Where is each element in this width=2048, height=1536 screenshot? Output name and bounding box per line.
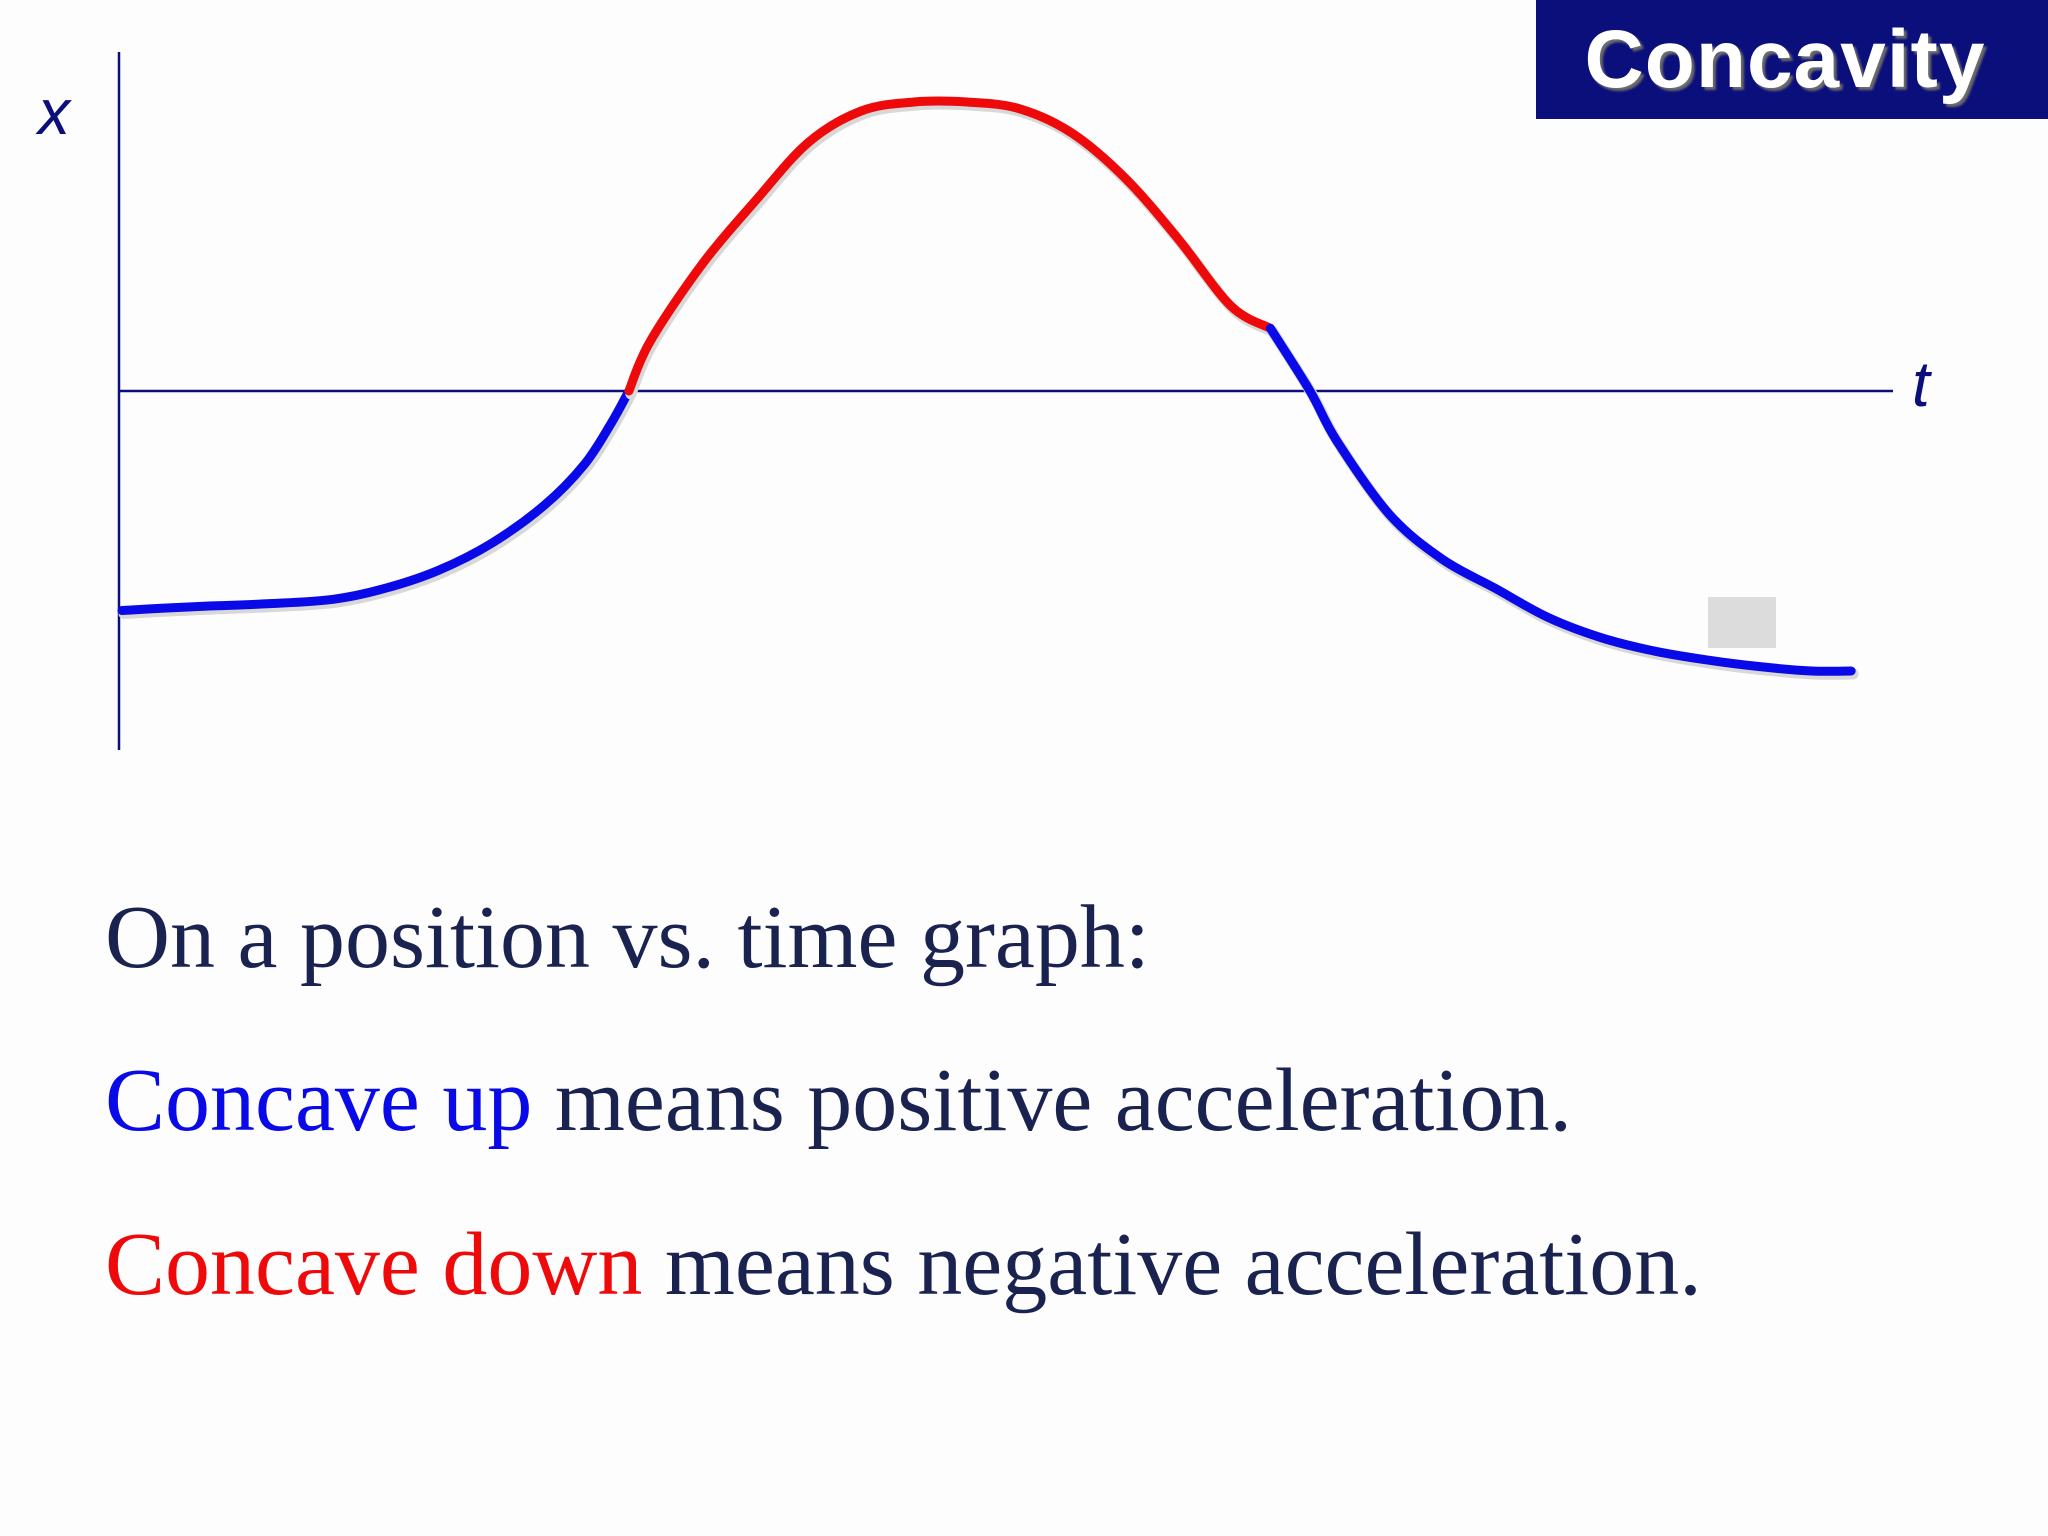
curve-layer	[117, 96, 1859, 680]
curve-segment-concave-up-3	[1265, 323, 1856, 676]
caption-concave-up: Concave up means positive acceleration.	[105, 1056, 1572, 1146]
curve-shadow-1	[118, 388, 637, 619]
y-axis-label: x	[38, 76, 70, 148]
curve-segment-concave-down-2	[624, 96, 1275, 396]
caption-intro: On a position vs. time graph:	[105, 888, 1150, 987]
caption-concave-down: Concave down means negative acceleration…	[105, 1220, 1702, 1310]
curve-end-marker	[1708, 597, 1776, 648]
position-time-graph	[117, 52, 1893, 750]
slide-title: Concavity	[1584, 13, 1986, 105]
x-axis-label: t	[1912, 348, 1930, 420]
concave-down-meaning: means negative acceleration.	[642, 1215, 1702, 1314]
concave-up-meaning: means positive acceleration.	[532, 1051, 1572, 1150]
concave-down-term: Concave down	[105, 1215, 643, 1314]
curve-shadow-2	[625, 98, 1278, 400]
curve-segment-concave-up-1	[117, 386, 634, 615]
concave-up-term: Concave up	[105, 1051, 533, 1150]
title-banner: Concavity	[1536, 0, 2048, 119]
